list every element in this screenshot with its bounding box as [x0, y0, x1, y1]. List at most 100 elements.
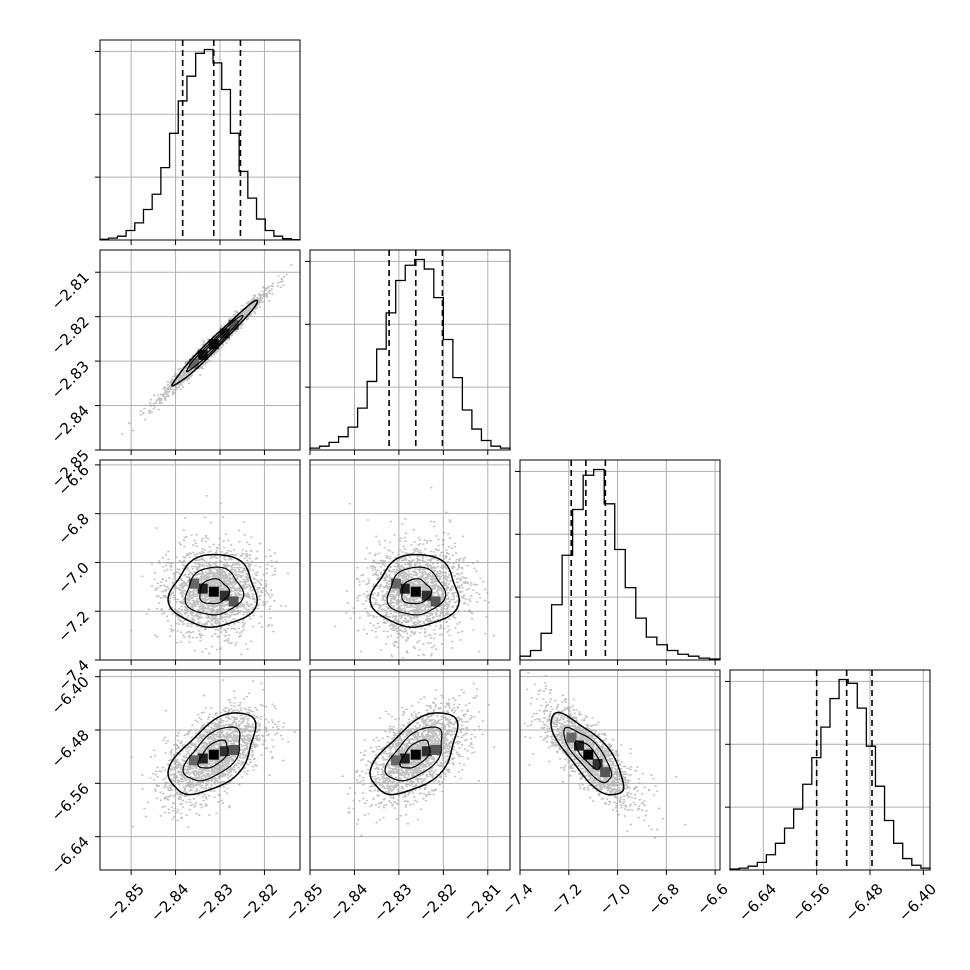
density-cell	[219, 590, 230, 601]
y-tick-label: −6.48	[48, 726, 93, 771]
y-tick-label: −2.82	[48, 313, 93, 358]
density-cell	[592, 759, 603, 770]
density-contour	[185, 314, 244, 373]
density-cell	[390, 578, 401, 589]
x-tick-label: −7.4	[498, 880, 536, 918]
density-contour	[167, 553, 258, 628]
histogram-panel-1	[305, 249, 511, 455]
axes-frame	[99, 459, 301, 661]
axes-frame	[309, 669, 511, 871]
y-tick-label: −7.2	[54, 607, 92, 645]
panel-contents	[341, 682, 496, 837]
density-contour	[199, 328, 230, 359]
x-tick-label: −6.48	[842, 880, 887, 925]
density-cell	[188, 358, 199, 369]
axes-frame	[309, 249, 511, 451]
x-tick-label: −2.83	[370, 880, 415, 925]
scatter-panel-2-1	[309, 459, 511, 665]
density-cell	[399, 583, 410, 594]
scatter-panel-1-0	[95, 249, 301, 455]
density-cell	[421, 590, 432, 601]
histogram-step	[519, 468, 721, 660]
scatter-points	[130, 679, 297, 828]
density-cell	[208, 749, 219, 760]
axes-frame	[99, 39, 301, 241]
density-cell	[410, 749, 421, 760]
x-tick-label: −2.82	[415, 880, 460, 925]
scatter-points	[523, 671, 687, 839]
density-cell	[573, 740, 584, 751]
density-contour	[369, 553, 460, 628]
density-cell	[430, 744, 441, 755]
density-contour	[167, 712, 257, 796]
x-tick-label: −2.84	[147, 880, 192, 925]
y-tick-label: −7.0	[54, 559, 92, 597]
density-contour	[574, 740, 601, 771]
axes-frame	[519, 459, 721, 661]
x-tick-label: −6.8	[645, 880, 683, 918]
density-cell	[197, 583, 208, 594]
histogram-panel-0	[95, 39, 301, 245]
density-cell	[208, 586, 219, 597]
density-contour	[401, 578, 433, 605]
x-tick-label: −2.84	[326, 880, 371, 925]
density-cell	[188, 578, 199, 589]
y-tick-label: −6.64	[48, 833, 93, 878]
density-cell	[197, 349, 208, 360]
y-tick-label: −2.81	[48, 268, 93, 313]
scatter-panel-3-0	[95, 669, 301, 875]
density-contour	[384, 726, 443, 782]
scatter-panel-3-2	[519, 669, 721, 875]
density-contour	[386, 566, 447, 616]
density-contour	[197, 739, 229, 769]
density-cell	[566, 732, 577, 743]
density-cell	[228, 744, 239, 755]
axes-frame	[99, 249, 301, 451]
x-tick-label: −6.6	[693, 880, 731, 918]
density-cell	[430, 596, 441, 607]
x-tick-label: −6.56	[788, 880, 833, 925]
x-tick-label: −2.85	[103, 880, 148, 925]
x-tick-label: −7.0	[596, 880, 634, 918]
y-tick-label: −2.84	[48, 402, 93, 447]
panel-contents	[333, 486, 496, 659]
density-cell	[390, 755, 401, 766]
density-contour	[563, 726, 613, 784]
panel-contents	[523, 671, 687, 839]
density-cell	[421, 746, 432, 757]
scatter-panel-2-0	[95, 459, 301, 665]
density-cell	[583, 749, 594, 760]
x-tick-label: −2.81	[459, 880, 504, 925]
density-contour	[184, 566, 245, 616]
x-tick-label: −6.40	[895, 880, 940, 925]
histogram-step	[99, 48, 301, 241]
density-cell	[410, 586, 421, 597]
density-contour	[369, 712, 459, 796]
density-cell	[219, 746, 230, 757]
panel-contents	[121, 264, 293, 435]
density-cell	[600, 767, 611, 778]
y-tick-label: −2.83	[48, 357, 93, 402]
density-cell	[208, 339, 219, 350]
panel-contents	[129, 495, 290, 656]
density-contour	[399, 739, 431, 769]
histogram-step	[729, 678, 931, 870]
histogram-panel-3	[725, 669, 931, 875]
density-cell	[188, 755, 199, 766]
x-tick-label: −2.85	[282, 880, 327, 925]
density-contour	[199, 578, 231, 605]
x-tick-label: −2.82	[236, 880, 281, 925]
axes-frame	[309, 459, 511, 661]
density-contour	[171, 299, 259, 387]
axes-frame	[729, 669, 931, 871]
density-cell	[228, 319, 239, 330]
density-cell	[219, 328, 230, 339]
histogram-panel-2	[515, 459, 721, 665]
y-tick-label: −6.8	[54, 510, 92, 548]
x-tick-label: −2.83	[192, 880, 237, 925]
density-contour	[182, 726, 241, 782]
histogram-step	[309, 258, 511, 450]
panel-contents	[130, 679, 297, 828]
axes-frame	[519, 669, 721, 871]
